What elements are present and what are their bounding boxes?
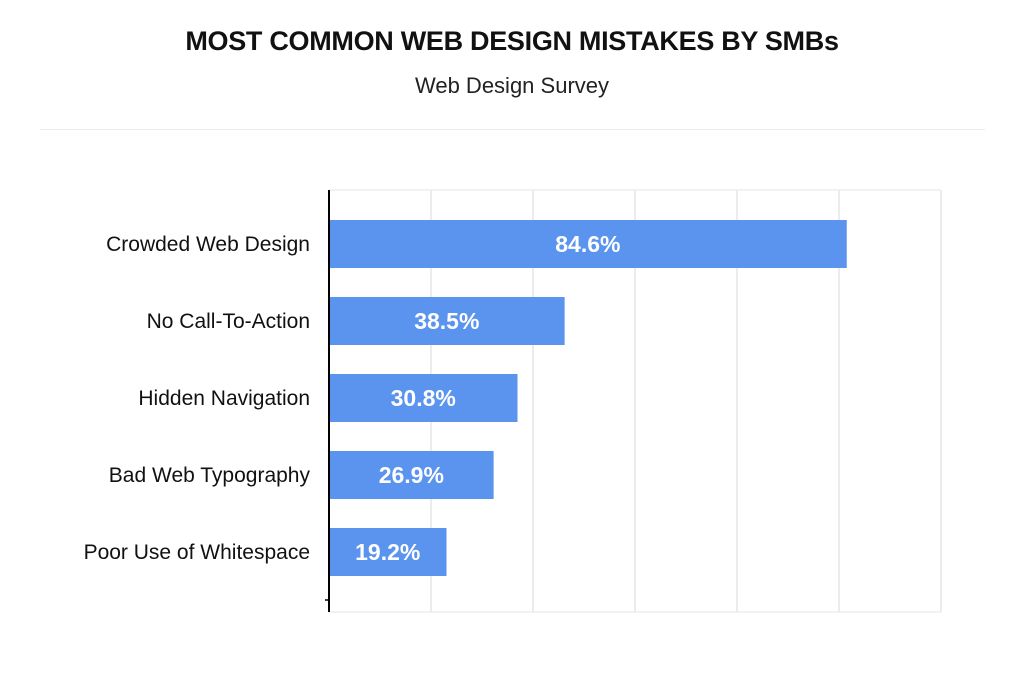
data-label: 30.8% [391,385,456,411]
category-label: Hidden Navigation [138,387,310,410]
bar [329,297,565,345]
bar [329,528,447,576]
bar [329,374,518,422]
chart-title: MOST COMMON WEB DESIGN MISTAKES BY SMBs [185,26,839,56]
data-label: 19.2% [355,539,420,565]
category-label: Crowded Web Design [106,233,310,256]
data-label: 38.5% [414,308,479,334]
category-label: Bad Web Typography [109,464,311,487]
chart-subtitle: Web Design Survey [414,73,609,98]
bar [329,220,847,268]
data-label: 26.9% [379,462,444,488]
bar [329,451,494,499]
header-divider [40,129,985,130]
category-label: No Call-To-Action [147,310,310,333]
data-label: 84.6% [555,231,620,257]
category-label: Poor Use of Whitespace [84,541,310,564]
